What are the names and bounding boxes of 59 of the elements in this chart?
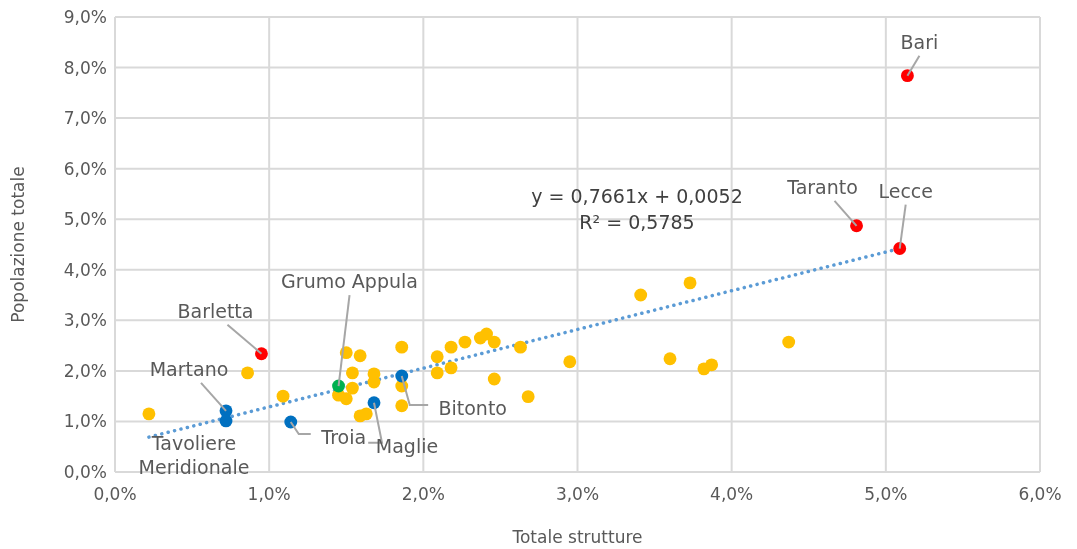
annotation: Tavoliere Meridionale <box>138 431 250 478</box>
point <box>345 366 359 380</box>
point <box>219 414 233 428</box>
point <box>430 350 444 364</box>
annotation: R² = 0,5785 <box>579 211 695 233</box>
point <box>663 352 677 366</box>
x-tick-label: 6,0% <box>1018 484 1062 504</box>
y-tick-label: 7,0% <box>63 108 107 129</box>
point <box>444 340 458 354</box>
point <box>276 389 290 403</box>
annotation: Grumo Appula <box>281 270 418 293</box>
x-tick-label: 2,0% <box>401 484 445 504</box>
y-tick-label: 3,0% <box>63 310 107 331</box>
x-tick-label: 0,0% <box>93 484 137 504</box>
point <box>339 392 353 406</box>
x-axis-title: Totale strutture <box>511 527 643 547</box>
point <box>705 358 719 372</box>
annotation: y = 0,7661x + 0,0052 <box>531 185 743 207</box>
point <box>444 361 458 375</box>
point <box>683 276 697 290</box>
point <box>487 335 501 349</box>
annotation: Bari <box>900 30 939 53</box>
annotation: Troia <box>320 425 367 448</box>
point <box>345 381 359 395</box>
point <box>395 340 409 354</box>
y-tick-label: 2,0% <box>63 360 107 381</box>
y-tick-label: 1,0% <box>63 411 107 432</box>
annotation: Lecce <box>878 179 933 202</box>
point <box>521 390 535 404</box>
point <box>359 407 373 421</box>
x-tick-label: 1,0% <box>247 484 291 504</box>
y-tick-label: 0,0% <box>63 462 107 482</box>
y-tick-label: 8,0% <box>63 57 107 78</box>
x-tick-label: 5,0% <box>864 484 908 504</box>
point <box>430 366 444 380</box>
y-axis-title: Popolazione totale <box>8 166 28 323</box>
y-tick-label: 9,0% <box>63 7 107 27</box>
point <box>353 349 367 363</box>
point <box>514 340 527 354</box>
point <box>241 366 255 380</box>
x-tick-label: 3,0% <box>555 484 600 504</box>
point <box>782 335 796 349</box>
annotation: Maglie <box>375 434 439 457</box>
annotation: Martano <box>149 357 229 380</box>
point <box>487 372 501 386</box>
y-tick-label: 5,0% <box>63 209 107 230</box>
point <box>395 399 409 413</box>
annotation: Barletta <box>177 299 254 322</box>
point <box>563 355 577 369</box>
annotation: Taranto <box>786 175 858 198</box>
y-tick-label: 4,0% <box>63 259 107 280</box>
y-tick-label: 6,0% <box>63 158 107 179</box>
point <box>458 335 472 349</box>
annotation: Bitonto <box>438 396 508 419</box>
point <box>634 288 648 302</box>
point <box>255 347 268 361</box>
x-tick-label: 4,0% <box>710 484 754 504</box>
point <box>480 327 493 341</box>
point <box>142 407 156 421</box>
